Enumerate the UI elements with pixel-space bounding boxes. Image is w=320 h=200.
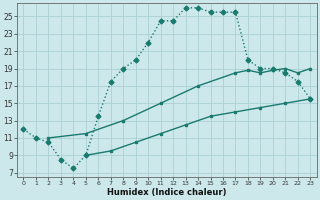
X-axis label: Humidex (Indice chaleur): Humidex (Indice chaleur) — [107, 188, 227, 197]
